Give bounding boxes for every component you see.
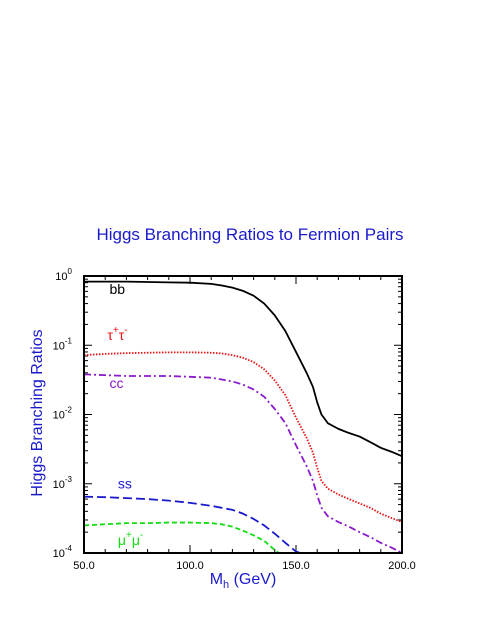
series-label-4: μ+μ-: [118, 530, 143, 548]
y-tick-label: 10-4: [53, 544, 73, 560]
x-axis-label-unit: (GeV): [229, 571, 276, 588]
y-tick-label: 10-3: [53, 475, 73, 491]
series-label-1: τ+τ-: [107, 325, 127, 343]
series-line-4: [83, 521, 280, 554]
y-tick-label: 100: [55, 267, 72, 283]
series-line-3: [83, 495, 301, 554]
plot-frame: [83, 275, 403, 554]
series-line-1: [83, 351, 403, 523]
x-tick-label: 150.0: [282, 560, 310, 572]
chart-title: Higgs Branching Ratios to Fermion Pairs: [96, 225, 403, 244]
series-line-0: [84, 280, 403, 458]
tick-labels: 50.0 100.0 150.0 200.0 100 10-1 10-2 10-3 10-4: [53, 267, 416, 572]
series-label-0: bb: [109, 281, 125, 297]
series-lines: [83, 280, 403, 554]
x-tick-label: 50.0: [73, 560, 94, 572]
y-axis-label: Higgs Branching Ratios: [29, 329, 46, 496]
x-axis-label-main: M: [210, 571, 223, 588]
y-tick-label: 10-2: [53, 406, 73, 422]
axis-ticks: [83, 275, 403, 554]
y-tick-label: 10-1: [53, 336, 73, 352]
x-tick-label: 200.0: [388, 560, 416, 572]
x-axis-label: Mh (GeV): [210, 571, 277, 591]
x-axis-label-sub: h: [223, 579, 229, 591]
series-label-3: ss: [118, 476, 132, 492]
x-tick-label: 100.0: [176, 560, 204, 572]
series-labels: bb τ+τ-cc ss μ+μ-: [107, 281, 143, 548]
series-line-2: [83, 373, 403, 554]
series-label-2: cc: [109, 375, 123, 391]
